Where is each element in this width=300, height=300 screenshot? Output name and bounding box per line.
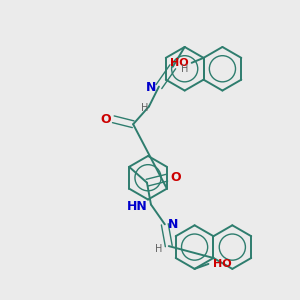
Text: HN: HN xyxy=(127,200,147,213)
Text: H: H xyxy=(155,244,163,254)
Text: N: N xyxy=(146,81,156,94)
Text: H: H xyxy=(181,64,188,74)
Text: HO: HO xyxy=(170,58,189,68)
Text: H: H xyxy=(141,103,149,113)
Text: O: O xyxy=(170,171,181,184)
Text: HO: HO xyxy=(213,259,232,269)
Text: O: O xyxy=(100,113,111,126)
Text: N: N xyxy=(167,218,178,231)
